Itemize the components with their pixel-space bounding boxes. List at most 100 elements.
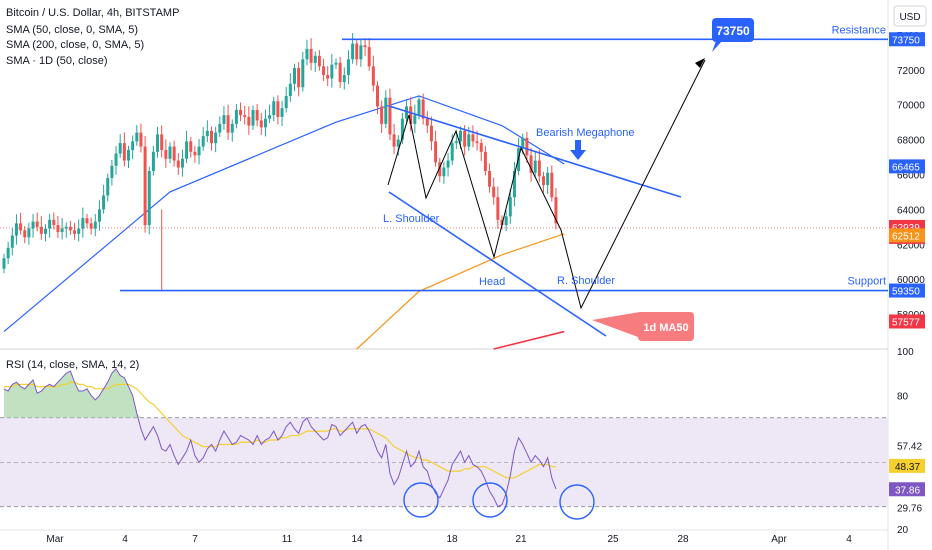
target-callout-box xyxy=(712,18,754,42)
price-badge xyxy=(889,159,925,174)
candle-body xyxy=(384,97,388,124)
price-tick-label: 60000 xyxy=(897,275,925,286)
time-axis[interactable]: Mar 4 7 11 14 18 21 25 28 Apr 4 xyxy=(46,534,852,545)
pattern-path xyxy=(387,59,706,310)
target-callout-pointer xyxy=(712,41,722,52)
time-tick-label: Apr xyxy=(771,534,787,545)
candle-body xyxy=(276,101,280,117)
candle-body xyxy=(537,160,541,177)
candle-body xyxy=(334,62,338,65)
price-badge-label: 66465 xyxy=(892,162,920,173)
candle-body xyxy=(413,115,417,124)
candle-body xyxy=(322,66,326,76)
candle-body xyxy=(218,123,222,133)
candle-body xyxy=(122,143,126,161)
time-tick-label: Mar xyxy=(46,534,64,545)
candle-body xyxy=(500,219,504,226)
candle-body xyxy=(367,47,371,67)
candle-body xyxy=(160,134,164,151)
candle-body xyxy=(483,151,487,172)
candle-body xyxy=(463,130,467,147)
chart-drawings: Resistance Support Bearish Megaphone L. Sho… xyxy=(120,18,888,341)
ma-line xyxy=(356,233,565,350)
time-tick-label: 7 xyxy=(192,534,198,545)
legend-daily-ma50: SMA · 1D (50, close) xyxy=(6,55,107,67)
candle-body xyxy=(205,130,209,137)
candle-body xyxy=(56,225,60,233)
candle-body xyxy=(77,228,81,234)
candle-body xyxy=(301,59,305,88)
candle-body xyxy=(143,146,147,226)
candle-body xyxy=(210,130,213,144)
candle-body xyxy=(521,137,525,149)
candle-body xyxy=(23,230,27,238)
candle-body xyxy=(156,134,160,152)
candle-body xyxy=(512,171,516,198)
price-tick-label: 64000 xyxy=(897,205,925,216)
candle-body xyxy=(330,64,334,79)
candle-body xyxy=(226,115,230,133)
candle-body xyxy=(396,139,400,147)
time-tick-label: 28 xyxy=(677,534,689,545)
candle-body xyxy=(297,68,301,88)
rsi-badge xyxy=(889,482,925,497)
price-axis[interactable]: 5800060000620006400066000680007000072000… xyxy=(889,31,927,329)
candle-body xyxy=(139,132,143,147)
legend-sma50: SMA (50, close, 0, SMA, 5) xyxy=(6,24,138,36)
rsi-badge-label: 37.86 xyxy=(895,485,920,496)
candle-body xyxy=(189,141,193,152)
candle-body xyxy=(359,45,363,60)
candle-body xyxy=(326,75,330,79)
candle-body xyxy=(434,141,438,163)
candle-body xyxy=(10,235,14,248)
candle-body xyxy=(542,176,545,185)
price-badge-label: 59350 xyxy=(892,287,920,298)
rsi-axis[interactable]: 20 29.76 57.42 80 100 48.37 37.86 xyxy=(889,347,925,536)
candle-body xyxy=(172,146,176,161)
candle-body xyxy=(438,162,442,177)
candle-body xyxy=(496,197,500,220)
price-tick-label: 72000 xyxy=(897,66,925,77)
candle-body xyxy=(60,228,64,233)
rsi-legend: RSI (14, close, SMA, 14, 2) xyxy=(6,359,139,371)
candle-body xyxy=(508,197,512,217)
candle-body xyxy=(272,101,276,116)
candle-body xyxy=(230,123,234,133)
candle-body xyxy=(19,223,23,231)
resistance-label: Resistance xyxy=(832,24,886,36)
time-tick-label: 18 xyxy=(446,534,458,545)
candle-body xyxy=(48,219,52,229)
rsi-tick-label: 80 xyxy=(897,392,909,403)
candle-body xyxy=(201,136,205,147)
candle-body xyxy=(280,108,284,117)
candle-body xyxy=(288,83,292,96)
ma50-callout-text: 1d MA50 xyxy=(643,322,688,334)
candle-body xyxy=(421,99,425,119)
price-badge xyxy=(889,283,925,298)
candle-body xyxy=(263,118,267,128)
candle-body xyxy=(102,195,106,210)
rsi-tick-label: 20 xyxy=(897,525,909,536)
candle-body xyxy=(243,115,247,117)
candle-body xyxy=(305,48,309,60)
time-tick-label: 4 xyxy=(846,534,852,545)
candle-body xyxy=(459,130,462,142)
candle-body xyxy=(151,151,155,172)
price-tick-label: 68000 xyxy=(897,136,925,147)
candle-body xyxy=(214,132,218,144)
time-tick-label: 21 xyxy=(515,534,527,545)
candle-body xyxy=(405,106,409,119)
candle-body xyxy=(222,115,226,124)
candle-body xyxy=(234,109,238,124)
ma-line xyxy=(493,330,565,350)
currency-button[interactable] xyxy=(893,5,927,27)
rsi-overbought-fill xyxy=(4,368,556,418)
candle-body xyxy=(479,143,483,152)
candle-body xyxy=(27,228,31,238)
candle-body xyxy=(147,171,151,226)
candle-body xyxy=(363,45,367,48)
time-tick-label: 25 xyxy=(607,534,619,545)
candle-body xyxy=(118,143,122,154)
candle-body xyxy=(39,226,43,234)
